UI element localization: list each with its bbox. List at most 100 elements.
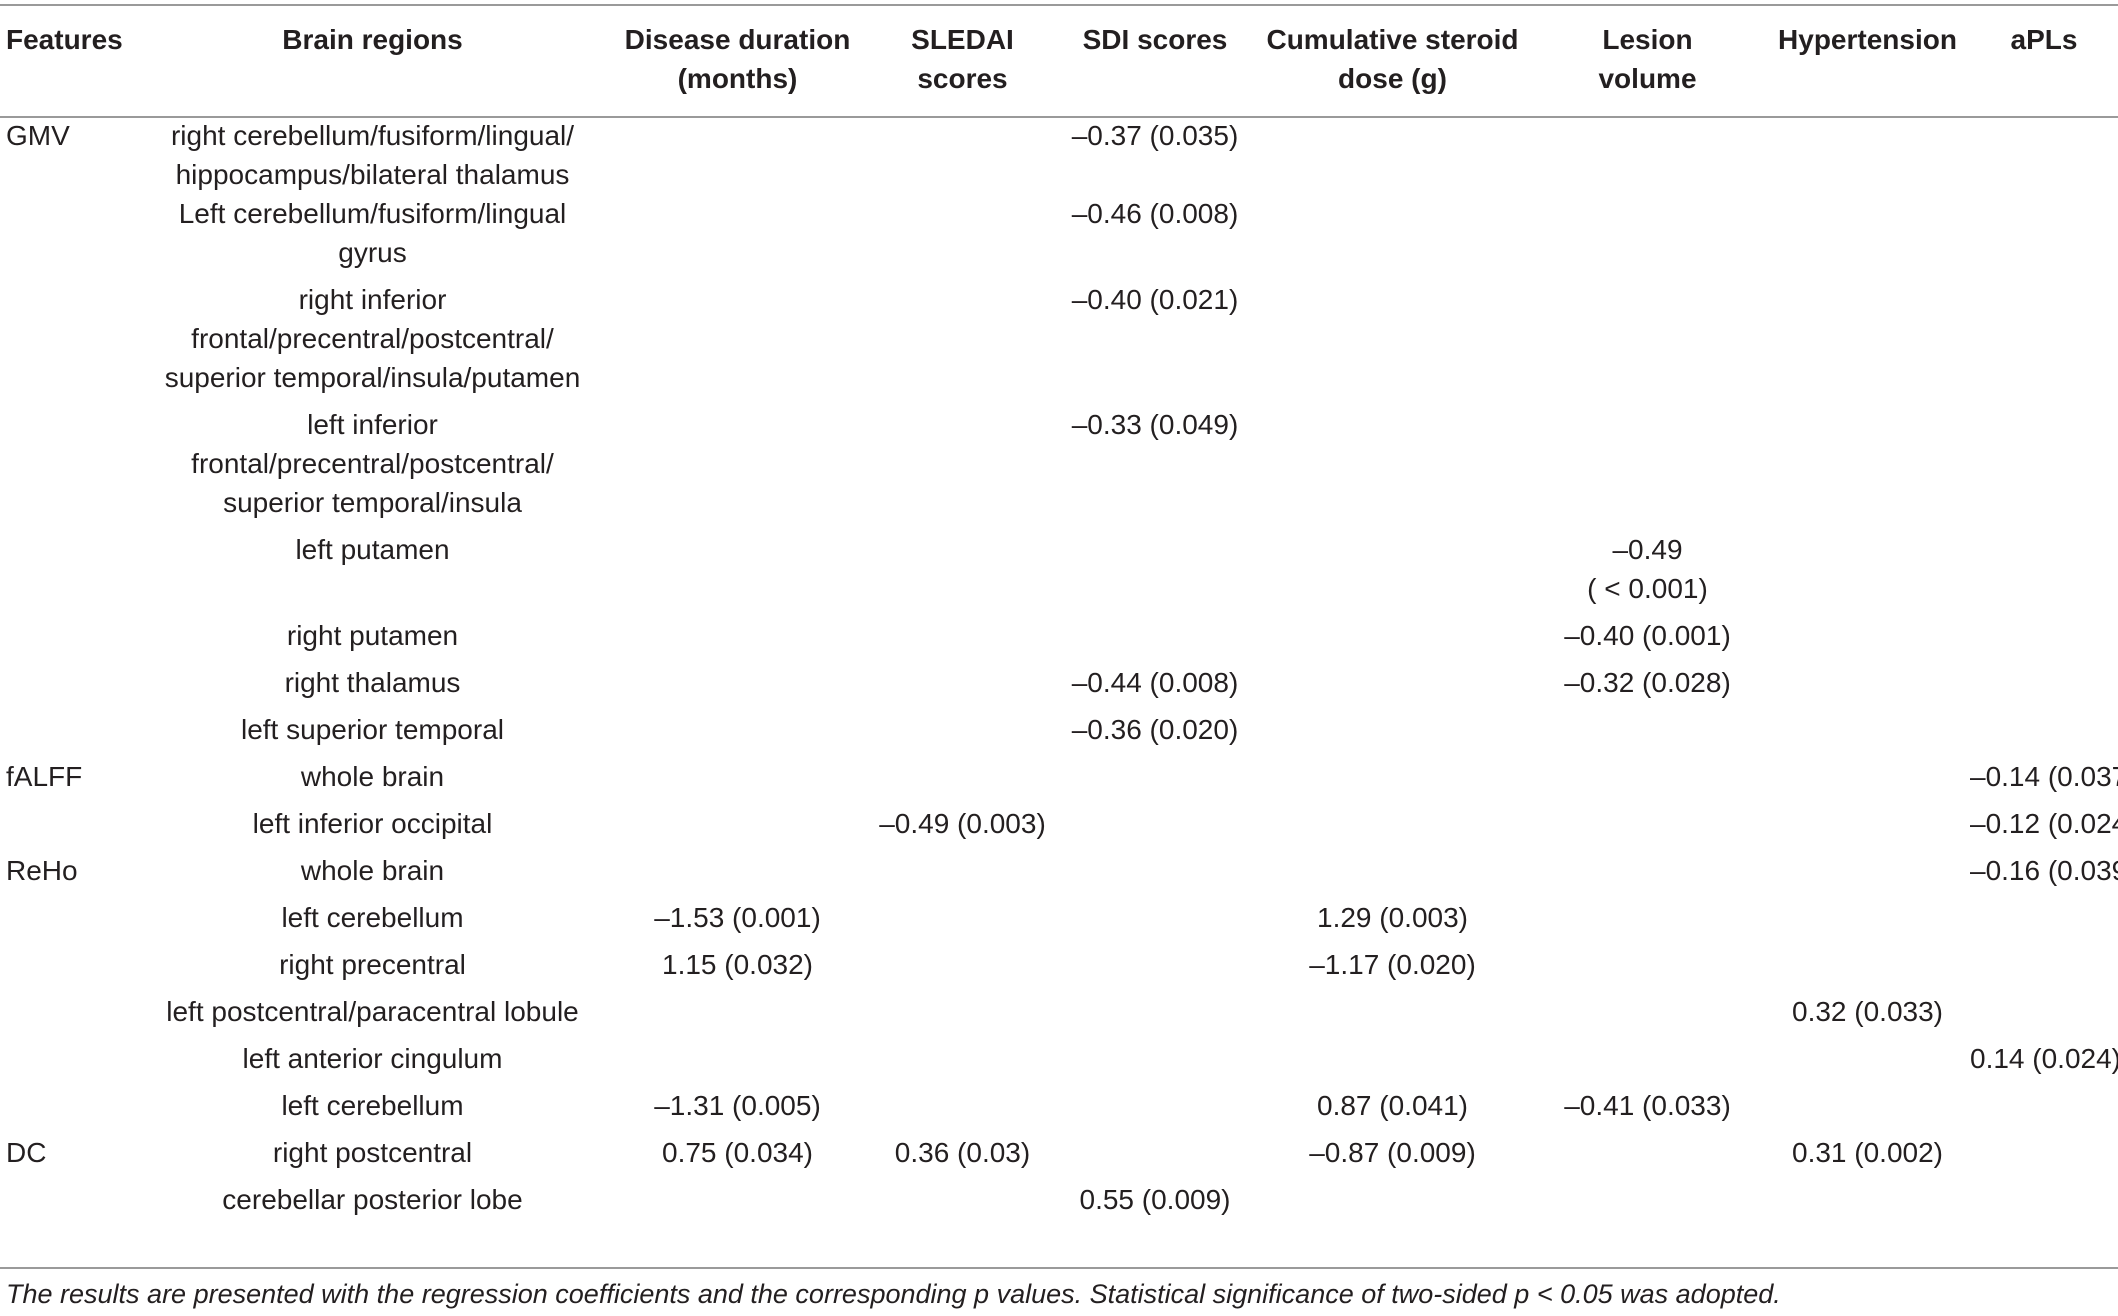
feature-cell [0, 194, 140, 280]
lesion-volume-cell [1530, 280, 1765, 405]
hypertension-cell [1765, 405, 1970, 530]
disease-duration-cell [605, 1039, 870, 1086]
steroid-dose-cell [1255, 102, 1530, 194]
brain-region-cell: right precentral [279, 949, 466, 980]
sdi-cell: –0.44 (0.008) [1071, 667, 1239, 698]
table-row: right inferior frontal/precentral/postce… [0, 280, 2118, 405]
disease-duration-cell: 0.75 (0.034) [662, 1137, 813, 1168]
sledai-cell [870, 530, 1055, 616]
feature-cell [0, 992, 140, 1039]
brain-region-cell: right postcentral [272, 1137, 473, 1168]
sledai-cell [870, 851, 1055, 898]
sdi-cell [1055, 851, 1255, 898]
steroid-dose-cell [1255, 1180, 1530, 1227]
apls-cell: 0.14 (0.024) [1970, 1043, 2118, 1074]
apls-cell [1970, 945, 2118, 992]
lesion-volume-cell [1530, 710, 1765, 757]
lesion-volume-cell [1530, 102, 1765, 194]
steroid-dose-cell [1255, 1039, 1530, 1086]
brain-region-cell: Left cerebellum/fusiform/lingual gyrus [178, 198, 567, 268]
apls-cell [1970, 1133, 2118, 1180]
table-row: Left cerebellum/fusiform/lingual gyrus –0… [0, 194, 2118, 280]
disease-duration-cell [605, 102, 870, 194]
apls-cell: –0.12 (0.024) [1970, 808, 2118, 839]
brain-region-cell: whole brain [300, 761, 445, 792]
feature-cell [0, 663, 140, 710]
disease-duration-cell [605, 280, 870, 405]
lesion-volume-cell [1530, 1133, 1765, 1180]
table-row: ReHo whole brain –0.16 (0.039) [0, 851, 2118, 898]
sledai-cell [870, 898, 1055, 945]
hypertension-cell [1765, 898, 1970, 945]
header-sdi-scores: SDI scores [1082, 24, 1228, 55]
table-header: Features Brain regions Disease duration (m… [0, 6, 2118, 102]
hypertension-cell [1765, 710, 1970, 757]
table-footnote: The results are presented with the regre… [6, 1279, 1781, 1309]
apls-cell [1970, 1180, 2118, 1227]
header-disease-duration: Disease duration (months) [624, 24, 851, 94]
sdi-cell: –0.40 (0.021) [1071, 284, 1239, 315]
table-row: left postcentral/paracentral lobule 0.32 … [0, 992, 2118, 1039]
apls-cell [1970, 102, 2118, 194]
sledai-cell [870, 710, 1055, 757]
feature-cell [0, 1180, 140, 1227]
lesion-volume-cell [1530, 194, 1765, 280]
disease-duration-cell [605, 710, 870, 757]
sledai-cell: –0.49 (0.003) [879, 808, 1046, 839]
sdi-cell [1055, 1039, 1255, 1086]
lesion-volume-cell [1530, 804, 1765, 851]
apls-cell [1970, 898, 2118, 945]
header-lesion-volume: Lesion volume [1598, 24, 1697, 94]
table-row: left cerebellum –1.31 (0.005) 0.87 (0.041)… [0, 1086, 2118, 1133]
steroid-dose-cell [1255, 405, 1530, 530]
table-row: left anterior cingulum 0.14 (0.024) [0, 1039, 2118, 1086]
lesion-volume-cell [1530, 898, 1765, 945]
feature-cell [0, 405, 140, 530]
header-hypertension: Hypertension [1778, 24, 1957, 55]
sdi-cell [1055, 898, 1255, 945]
hypertension-cell [1765, 194, 1970, 280]
table-row: left superior temporal –0.36 (0.020) [0, 710, 2118, 757]
sledai-cell [870, 194, 1055, 280]
sdi-cell [1055, 1086, 1255, 1133]
feature-cell [0, 945, 140, 992]
apls-cell [1970, 194, 2118, 280]
table-row: left putamen –0.49 ( < 0.001) [0, 530, 2118, 616]
brain-region-cell: left anterior cingulum [242, 1043, 503, 1074]
steroid-dose-cell [1255, 530, 1530, 616]
disease-duration-cell [605, 992, 870, 1039]
feature-cell: ReHo [6, 855, 78, 886]
brain-region-cell: left cerebellum [281, 1090, 464, 1121]
brain-region-cell: right thalamus [284, 667, 461, 698]
disease-duration-cell [605, 405, 870, 530]
apls-cell [1970, 530, 2118, 616]
hypertension-cell [1765, 616, 1970, 663]
header-features: Features [6, 24, 123, 55]
steroid-dose-cell [1255, 804, 1530, 851]
lesion-volume-cell [1530, 757, 1765, 804]
brain-region-cell: left inferior occipital [252, 808, 493, 839]
header-apls: aPLs [2010, 24, 2078, 55]
sdi-cell: –0.36 (0.020) [1071, 714, 1239, 745]
hypertension-cell [1765, 804, 1970, 851]
feature-cell [0, 280, 140, 405]
table-header-rule [0, 116, 2118, 118]
brain-region-cell: right inferior frontal/precentral/postce… [164, 284, 581, 393]
steroid-dose-cell [1255, 616, 1530, 663]
apls-cell [1970, 405, 2118, 530]
hypertension-cell [1765, 102, 1970, 194]
lesion-volume-cell: –0.49 ( < 0.001) [1587, 534, 1708, 604]
steroid-dose-cell [1255, 851, 1530, 898]
lesion-volume-cell [1530, 405, 1765, 530]
sdi-cell [1055, 1133, 1255, 1180]
hypertension-cell: 0.32 (0.033) [1792, 996, 1943, 1027]
feature-cell [0, 616, 140, 663]
sledai-cell [870, 1086, 1055, 1133]
lesion-volume-cell: –0.40 (0.001) [1564, 620, 1731, 651]
hypertension-cell [1765, 530, 1970, 616]
disease-duration-cell: –1.53 (0.001) [654, 902, 821, 933]
hypertension-cell [1765, 280, 1970, 405]
brain-region-cell: left postcentral/paracentral lobule [166, 996, 579, 1027]
brain-region-cell: left cerebellum [281, 902, 464, 933]
sdi-cell: –0.46 (0.008) [1071, 198, 1239, 229]
